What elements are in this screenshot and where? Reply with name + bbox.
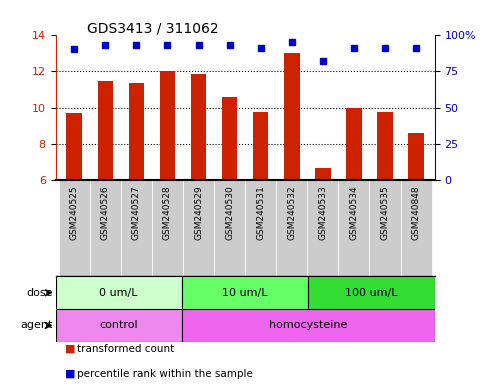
Bar (56, 276, 182, 309)
Text: GSM240534: GSM240534 (349, 185, 358, 240)
Bar (191, 74, 206, 180)
Text: transformed count: transformed count (77, 344, 174, 354)
Text: ■: ■ (65, 344, 76, 354)
Text: 0 um/L: 0 um/L (99, 288, 138, 298)
Bar (56, 309, 182, 342)
Bar (128, 83, 144, 180)
Bar (183, 180, 214, 276)
Text: GSM240528: GSM240528 (163, 185, 172, 240)
Bar (400, 180, 432, 276)
Bar (377, 112, 393, 180)
Text: GSM240525: GSM240525 (70, 185, 79, 240)
Bar (214, 180, 245, 276)
Bar (284, 53, 299, 180)
Bar (369, 180, 400, 276)
Text: GSM240535: GSM240535 (381, 185, 389, 240)
Text: control: control (99, 320, 138, 331)
Bar (182, 309, 435, 342)
Text: agent: agent (21, 320, 53, 331)
Text: 10 um/L: 10 um/L (222, 288, 268, 298)
Bar (182, 276, 308, 309)
Text: ■: ■ (65, 369, 76, 379)
Bar (90, 180, 121, 276)
Text: dose: dose (27, 288, 53, 298)
Bar (58, 180, 90, 276)
Bar (253, 112, 269, 180)
Bar (315, 168, 330, 180)
Text: percentile rank within the sample: percentile rank within the sample (77, 369, 253, 379)
Text: GDS3413 / 311062: GDS3413 / 311062 (87, 21, 219, 35)
Text: GSM240527: GSM240527 (132, 185, 141, 240)
Bar (160, 71, 175, 180)
Text: GSM240531: GSM240531 (256, 185, 265, 240)
Bar (98, 81, 113, 180)
Bar (408, 133, 424, 180)
Bar (121, 180, 152, 276)
Text: 100 um/L: 100 um/L (345, 288, 398, 298)
Bar (308, 276, 435, 309)
Bar (245, 180, 276, 276)
Bar (67, 113, 82, 180)
Text: GSM240533: GSM240533 (318, 185, 327, 240)
Text: homocysteine: homocysteine (269, 320, 347, 331)
Bar (222, 97, 237, 180)
Bar (276, 180, 307, 276)
Bar (152, 180, 183, 276)
Bar (307, 180, 339, 276)
Bar (339, 180, 369, 276)
Text: GSM240530: GSM240530 (225, 185, 234, 240)
Bar (346, 108, 362, 180)
Text: GSM240526: GSM240526 (101, 185, 110, 240)
Text: GSM240529: GSM240529 (194, 185, 203, 240)
Text: GSM240848: GSM240848 (412, 185, 421, 240)
Text: GSM240532: GSM240532 (287, 185, 296, 240)
